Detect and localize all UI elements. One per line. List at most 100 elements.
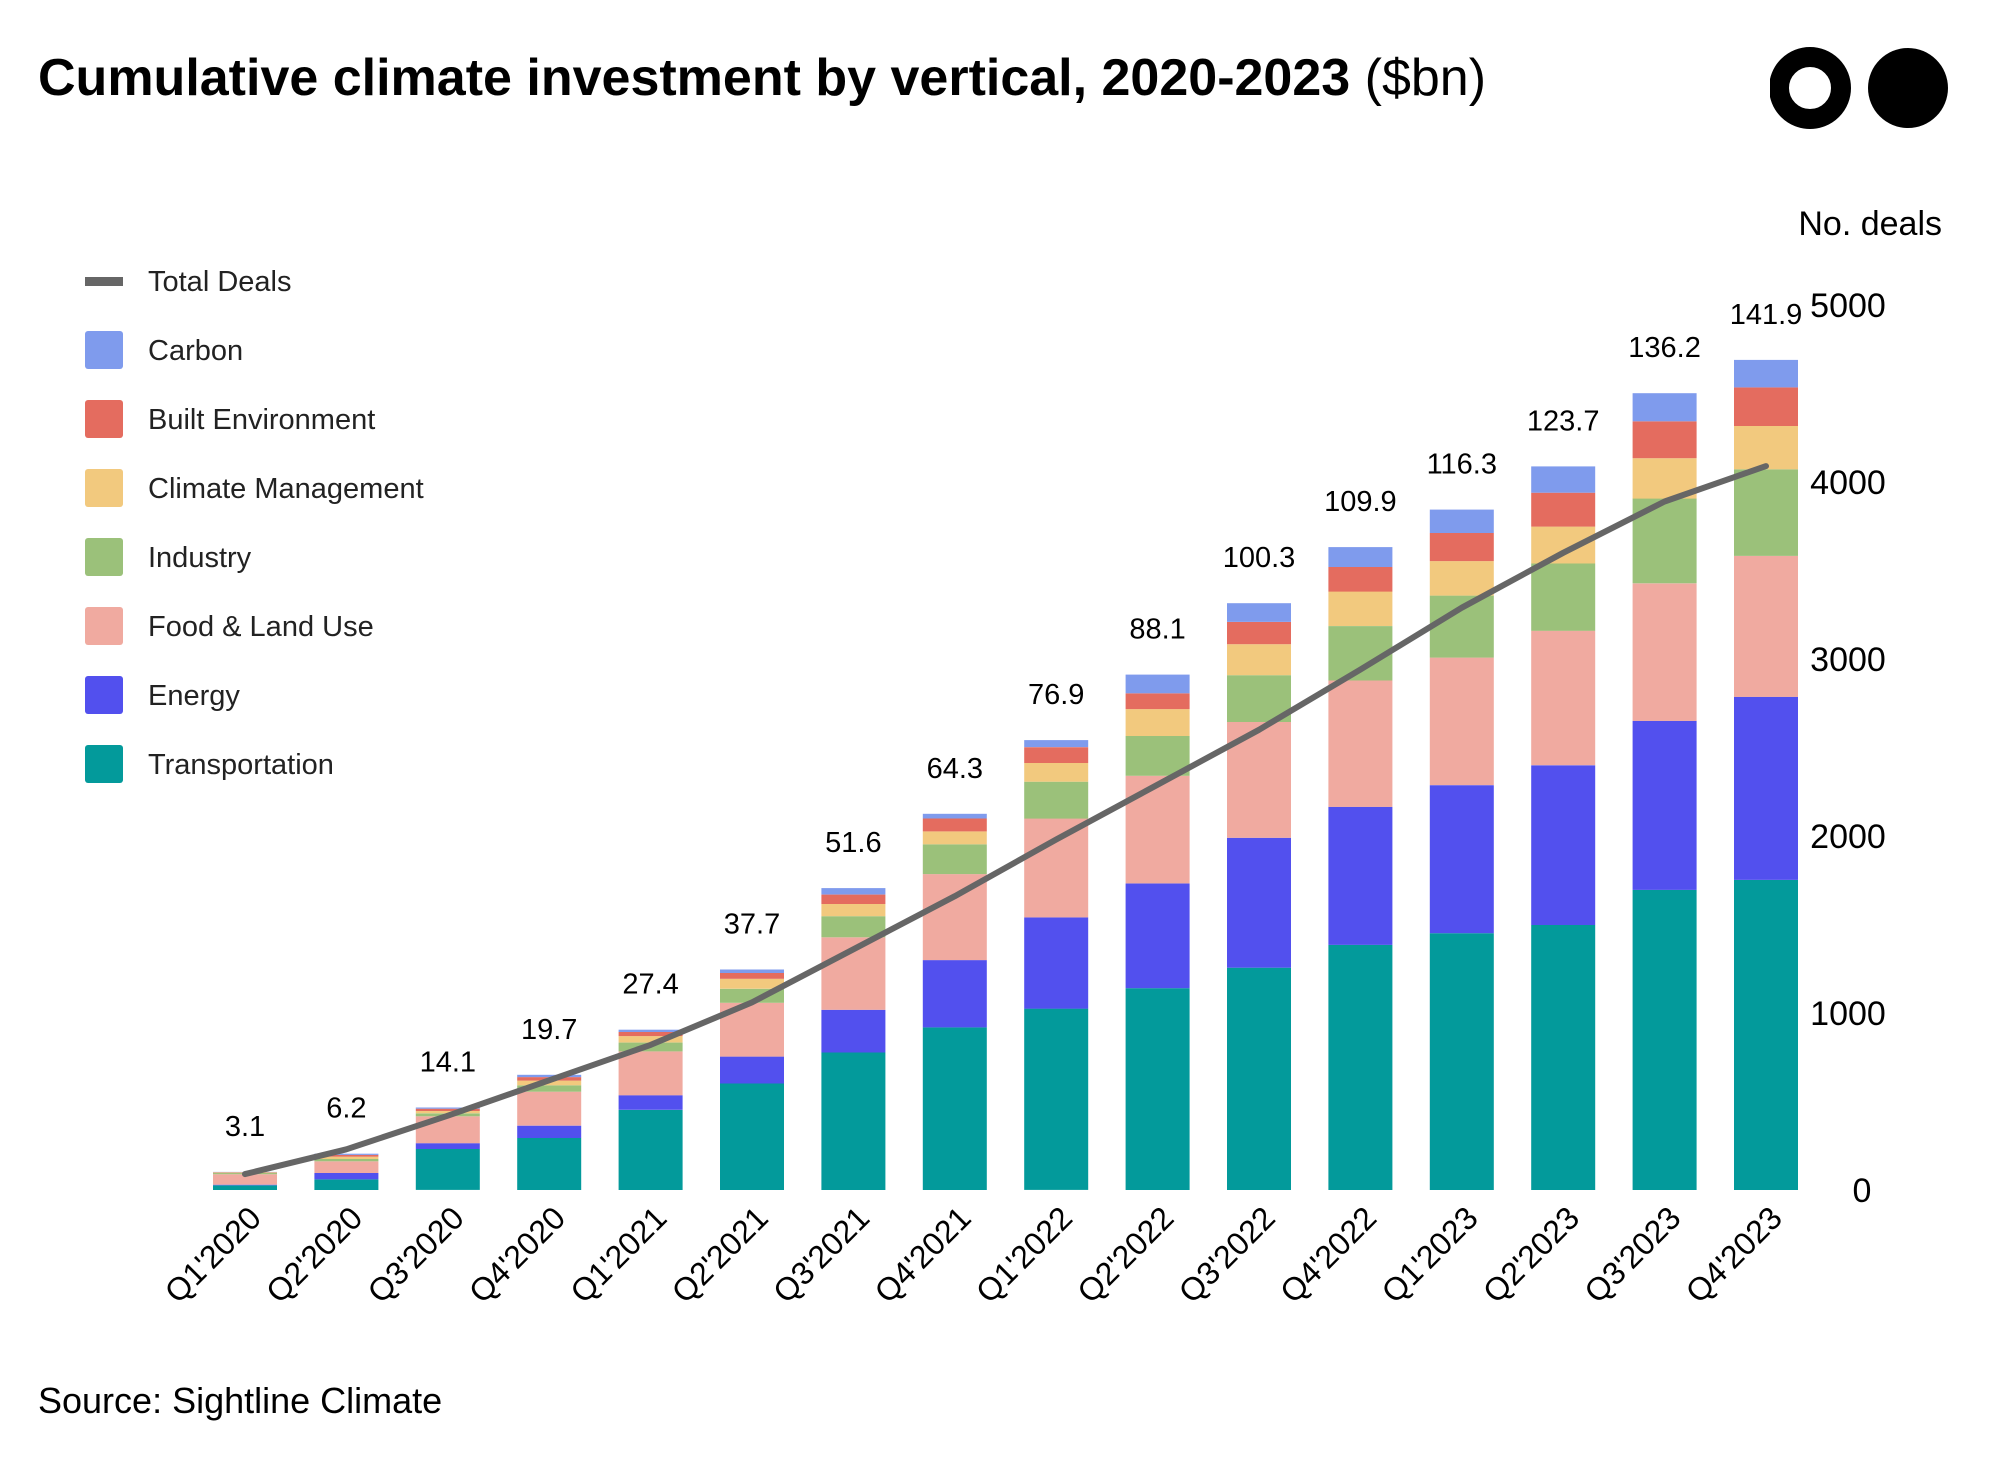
bar-energy-3 bbox=[517, 1125, 582, 1138]
bar-transportation-6 bbox=[821, 1052, 886, 1190]
bar-built-environment-9 bbox=[1125, 693, 1190, 710]
two-circles-logo-icon bbox=[1770, 47, 1948, 129]
bar-transportation-13 bbox=[1531, 925, 1596, 1190]
bar-energy-8 bbox=[1024, 917, 1089, 1009]
bar-industry-13 bbox=[1531, 563, 1596, 631]
x-tick-label: Q2'2023 bbox=[1476, 1199, 1586, 1309]
bar-industry-7 bbox=[922, 844, 987, 875]
bar-transportation-7 bbox=[922, 1027, 987, 1190]
bar-energy-7 bbox=[922, 960, 987, 1028]
bar-total-label: 76.9 bbox=[1028, 679, 1084, 711]
bar-industry-9 bbox=[1125, 736, 1190, 776]
bar-carbon-15 bbox=[1734, 359, 1798, 388]
bar-industry-3 bbox=[517, 1085, 582, 1092]
x-tick-label: Q3'2021 bbox=[766, 1199, 876, 1309]
bar-transportation-15 bbox=[1734, 880, 1798, 1190]
y2-tick-label: 1000 bbox=[1810, 995, 1886, 1033]
y2-tick-label: 2000 bbox=[1810, 818, 1886, 856]
bar-total-label: 27.4 bbox=[622, 969, 678, 1001]
bar-food-land-use-8 bbox=[1024, 818, 1089, 918]
bar-built-environment-4 bbox=[618, 1032, 683, 1037]
bar-energy-9 bbox=[1125, 883, 1190, 989]
legend-label-built-environment: Built Environment bbox=[148, 404, 375, 436]
legend-swatch-carbon bbox=[85, 331, 123, 369]
bar-climate-management-9 bbox=[1125, 709, 1190, 736]
bar-food-land-use-7 bbox=[922, 874, 987, 961]
bar-transportation-4 bbox=[618, 1109, 683, 1190]
bar-carbon-13 bbox=[1531, 466, 1596, 493]
bar-total-label: 141.9 bbox=[1730, 299, 1803, 331]
bar-built-environment-5 bbox=[720, 973, 784, 979]
bar-climate-management-5 bbox=[720, 978, 784, 989]
bar-carbon-9 bbox=[1125, 674, 1190, 694]
bar-energy-1 bbox=[314, 1173, 379, 1180]
bar-energy-2 bbox=[415, 1143, 480, 1149]
bar-climate-management-11 bbox=[1328, 591, 1393, 626]
bar-food-land-use-11 bbox=[1328, 680, 1393, 807]
bar-carbon-14 bbox=[1632, 393, 1697, 422]
bar-carbon-2 bbox=[415, 1107, 480, 1109]
bar-climate-management-12 bbox=[1429, 561, 1494, 596]
bar-food-land-use-3 bbox=[517, 1091, 582, 1126]
bar-built-environment-13 bbox=[1531, 492, 1596, 527]
bar-carbon-10 bbox=[1227, 603, 1291, 622]
legend-swatch-built-environment bbox=[85, 400, 123, 438]
legend-swatch-industry bbox=[85, 538, 123, 576]
bar-food-land-use-1 bbox=[314, 1161, 379, 1173]
legend-swatch-climate-management bbox=[85, 469, 123, 507]
x-tick-label: Q4'2022 bbox=[1273, 1199, 1383, 1309]
source-note: Source: Sightline Climate bbox=[38, 1380, 443, 1421]
bar-transportation-10 bbox=[1227, 967, 1291, 1190]
bar-industry-1 bbox=[314, 1159, 379, 1162]
bar-energy-15 bbox=[1734, 696, 1798, 880]
y2-tick-label: 4000 bbox=[1810, 464, 1886, 502]
x-tick-label: Q2'2021 bbox=[665, 1199, 775, 1309]
x-tick-label: Q1'2021 bbox=[563, 1199, 673, 1309]
bar-total-label: 37.7 bbox=[724, 909, 780, 941]
bar-climate-management-7 bbox=[922, 831, 987, 845]
bar-energy-5 bbox=[720, 1056, 784, 1084]
deals-line bbox=[242, 463, 1769, 1178]
bar-total-label: 14.1 bbox=[420, 1047, 476, 1079]
bar-food-land-use-4 bbox=[618, 1051, 683, 1096]
bar-transportation-1 bbox=[314, 1179, 379, 1190]
legend-label-total-deals: Total Deals bbox=[148, 266, 291, 298]
bar-transportation-5 bbox=[720, 1083, 784, 1190]
chart-title-unit: ($bn) bbox=[1364, 49, 1487, 107]
x-tick-label: Q1'2023 bbox=[1374, 1199, 1484, 1309]
bar-total-label: 123.7 bbox=[1527, 405, 1600, 437]
bar-transportation-11 bbox=[1328, 944, 1393, 1190]
bar-total-label: 6.2 bbox=[326, 1093, 366, 1125]
x-axis: Q1'2020Q2'2020Q3'2020Q4'2020Q1'2021Q2'20… bbox=[158, 1199, 1789, 1309]
bar-built-environment-14 bbox=[1632, 421, 1697, 459]
legend-swatch-energy bbox=[85, 676, 123, 714]
bar-total-label: 100.3 bbox=[1223, 542, 1296, 574]
bar-total-label: 116.3 bbox=[1427, 449, 1497, 481]
bar-total-label: 64.3 bbox=[927, 753, 983, 785]
bar-food-land-use-0 bbox=[213, 1174, 277, 1185]
bar-food-land-use-14 bbox=[1632, 583, 1697, 721]
bar-energy-12 bbox=[1429, 785, 1494, 934]
bar-built-environment-1 bbox=[314, 1154, 379, 1157]
bar-built-environment-6 bbox=[821, 894, 886, 904]
bar-climate-management-4 bbox=[618, 1036, 683, 1043]
bar-transportation-0 bbox=[213, 1185, 277, 1190]
bar-built-environment-8 bbox=[1024, 747, 1089, 763]
bar-total-label: 19.7 bbox=[521, 1014, 577, 1046]
x-tick-label: Q3'2023 bbox=[1577, 1199, 1687, 1309]
bar-energy-6 bbox=[821, 1009, 886, 1053]
x-tick-label: Q2'2022 bbox=[1070, 1199, 1180, 1309]
bar-energy-0 bbox=[213, 1184, 277, 1186]
bar-carbon-1 bbox=[314, 1153, 379, 1155]
bar-carbon-11 bbox=[1328, 547, 1393, 567]
bar-total-label: 136.2 bbox=[1628, 332, 1701, 364]
bar-energy-11 bbox=[1328, 806, 1393, 945]
legend: Total Deals Carbon Built Environment Climat… bbox=[85, 266, 424, 783]
bar-built-environment-15 bbox=[1734, 387, 1798, 426]
x-tick-label: Q3'2020 bbox=[360, 1199, 470, 1309]
total-deals-line bbox=[242, 463, 1769, 1178]
bar-energy-4 bbox=[618, 1095, 683, 1110]
bar-climate-management-6 bbox=[821, 903, 886, 917]
bar-carbon-7 bbox=[922, 813, 987, 819]
bar-total-label: 109.9 bbox=[1324, 486, 1397, 518]
